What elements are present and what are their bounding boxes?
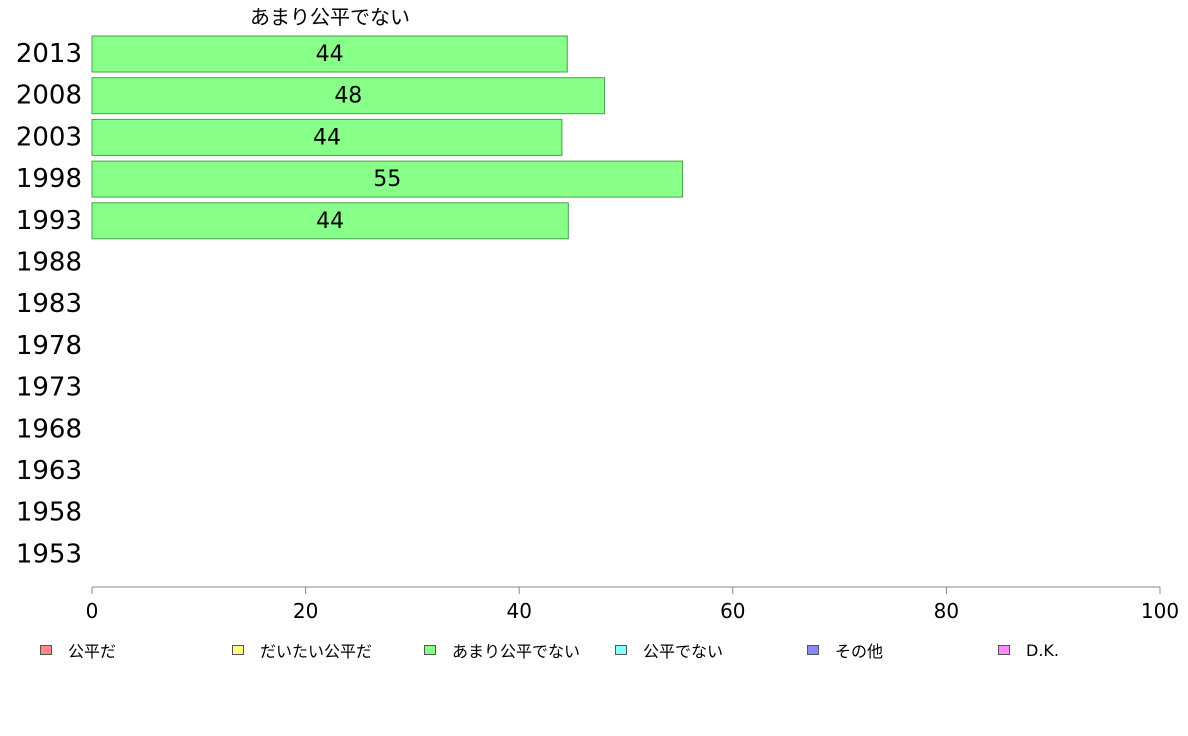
- legend-label: D.K.: [1026, 640, 1059, 660]
- x-axis: 0 20 40 60 80 100: [86, 586, 1179, 623]
- bar: [91, 202, 569, 240]
- bars: [91, 35, 684, 240]
- bar: [91, 77, 606, 115]
- x-tick-label: 0: [86, 599, 99, 623]
- chart-title: あまり公平でない: [250, 5, 410, 29]
- category-label: 1968: [16, 414, 82, 444]
- bar-value-label: 44: [316, 209, 344, 234]
- bar-labels: 44 48 44 55 44: [313, 42, 401, 234]
- x-tick-label: 100: [1141, 599, 1179, 623]
- x-tick-label: 60: [720, 599, 745, 623]
- bar: [91, 35, 568, 73]
- x-tick-label: 20: [293, 599, 318, 623]
- x-tick-label: 40: [506, 599, 531, 623]
- legend-swatch: [998, 645, 1010, 655]
- legend-item: 公平でない: [615, 636, 723, 664]
- legend-item: D.K.: [998, 636, 1059, 664]
- legend-item: その他: [807, 636, 883, 664]
- legend-swatch: [40, 645, 52, 655]
- category-label: 1988: [16, 248, 82, 278]
- category-label: 2003: [16, 122, 82, 152]
- legend-item: だいたい公平だ: [232, 636, 372, 664]
- category-label: 1993: [16, 206, 82, 236]
- bar-value-label: 44: [313, 125, 341, 150]
- legend-swatch: [807, 645, 819, 655]
- legend-label: あまり公平でない: [452, 642, 581, 661]
- bar-value-label: 48: [334, 84, 362, 109]
- legend-swatch: [232, 645, 244, 655]
- category-label: 1963: [16, 456, 82, 486]
- bar-value-label: 55: [373, 167, 401, 192]
- legend: 公平だ だいたい公平だ あまり公平でない 公平でない その他 D.K.: [0, 636, 1188, 664]
- legend-label: だいたい公平だ: [260, 642, 373, 661]
- legend-label: 公平だ: [68, 642, 117, 661]
- legend-label: その他: [835, 642, 884, 661]
- legend-swatch: [615, 645, 627, 655]
- legend-item: 公平だ: [40, 636, 116, 664]
- category-label: 1998: [16, 164, 82, 194]
- category-label: 1983: [16, 289, 82, 319]
- legend-item: あまり公平でない: [424, 636, 580, 664]
- bar: [91, 160, 684, 198]
- category-labels: 2013 2008 2003 1998 1993 1988 1983 1978 1973 1968…: [16, 39, 82, 569]
- category-label: 1973: [16, 373, 82, 403]
- category-label: 1953: [16, 539, 82, 569]
- category-label: 1978: [16, 331, 82, 361]
- x-tick-label: 80: [934, 599, 959, 623]
- bar: [91, 118, 563, 156]
- bar-value-label: 44: [316, 42, 344, 67]
- category-label: 1958: [16, 498, 82, 528]
- category-label: 2008: [16, 81, 82, 111]
- legend-swatch: [424, 645, 436, 655]
- legend-label: 公平でない: [643, 642, 724, 661]
- category-label: 2013: [16, 39, 82, 69]
